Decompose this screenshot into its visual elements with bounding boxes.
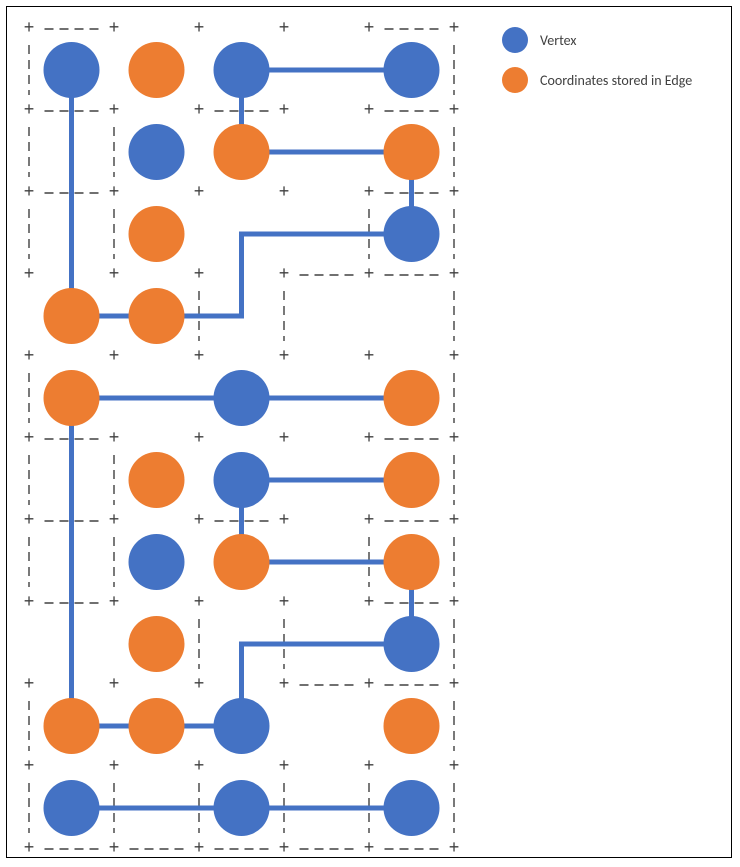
svg-text:+: + bbox=[109, 757, 120, 777]
svg-text:+: + bbox=[194, 101, 205, 121]
svg-text:+: + bbox=[24, 429, 35, 449]
svg-text:+: + bbox=[194, 675, 205, 695]
svg-text:+: + bbox=[109, 839, 120, 859]
vertex-swatch bbox=[502, 27, 528, 53]
svg-text:+: + bbox=[194, 19, 205, 39]
svg-text:+: + bbox=[194, 265, 205, 285]
svg-text:+: + bbox=[194, 183, 205, 203]
svg-text:+: + bbox=[279, 19, 290, 39]
svg-text:+: + bbox=[449, 593, 460, 613]
svg-text:+: + bbox=[449, 19, 460, 39]
svg-text:+: + bbox=[364, 839, 375, 859]
svg-text:+: + bbox=[109, 347, 120, 367]
svg-text:+: + bbox=[24, 265, 35, 285]
graph-diagram: + + + + + + + + + + + + + + + + + + + + + + + + + + + + + + + + + + + + + + + +… bbox=[7, 7, 477, 867]
svg-text:+: + bbox=[279, 183, 290, 203]
svg-text:+: + bbox=[109, 183, 120, 203]
legend-label-vertex: Vertex bbox=[540, 32, 576, 49]
svg-text:+: + bbox=[109, 675, 120, 695]
svg-text:+: + bbox=[364, 511, 375, 531]
svg-text:+: + bbox=[24, 511, 35, 531]
svg-text:+: + bbox=[364, 19, 375, 39]
svg-text:+: + bbox=[109, 19, 120, 39]
svg-text:+: + bbox=[279, 347, 290, 367]
svg-text:+: + bbox=[194, 839, 205, 859]
svg-text:+: + bbox=[194, 757, 205, 777]
svg-text:+: + bbox=[24, 593, 35, 613]
legend: Vertex Coordinates stored in Edge bbox=[502, 27, 692, 107]
svg-text:+: + bbox=[449, 757, 460, 777]
svg-text:+: + bbox=[279, 675, 290, 695]
legend-label-edge: Coordinates stored in Edge bbox=[540, 72, 692, 89]
svg-text:+: + bbox=[24, 757, 35, 777]
svg-text:+: + bbox=[364, 675, 375, 695]
svg-text:+: + bbox=[364, 593, 375, 613]
svg-text:+: + bbox=[279, 265, 290, 285]
svg-text:+: + bbox=[109, 265, 120, 285]
svg-text:+: + bbox=[449, 511, 460, 531]
legend-item-vertex: Vertex bbox=[502, 27, 692, 53]
svg-text:+: + bbox=[109, 593, 120, 613]
svg-text:+: + bbox=[279, 511, 290, 531]
svg-text:+: + bbox=[364, 183, 375, 203]
svg-text:+: + bbox=[109, 429, 120, 449]
svg-text:+: + bbox=[24, 183, 35, 203]
svg-text:+: + bbox=[109, 101, 120, 121]
svg-text:+: + bbox=[364, 265, 375, 285]
svg-text:+: + bbox=[449, 675, 460, 695]
svg-text:+: + bbox=[364, 101, 375, 121]
svg-text:+: + bbox=[449, 429, 460, 449]
svg-text:+: + bbox=[24, 675, 35, 695]
svg-text:+: + bbox=[194, 347, 205, 367]
svg-text:+: + bbox=[449, 347, 460, 367]
svg-text:+: + bbox=[194, 593, 205, 613]
svg-text:+: + bbox=[24, 19, 35, 39]
svg-text:+: + bbox=[449, 839, 460, 859]
svg-text:+: + bbox=[24, 101, 35, 121]
svg-text:+: + bbox=[194, 429, 205, 449]
svg-text:+: + bbox=[279, 101, 290, 121]
svg-text:+: + bbox=[449, 183, 460, 203]
svg-text:+: + bbox=[364, 347, 375, 367]
svg-text:+: + bbox=[449, 265, 460, 285]
legend-item-edge: Coordinates stored in Edge bbox=[502, 67, 692, 93]
svg-text:+: + bbox=[364, 429, 375, 449]
svg-text:+: + bbox=[364, 757, 375, 777]
svg-text:+: + bbox=[279, 757, 290, 777]
svg-text:+: + bbox=[279, 593, 290, 613]
outer-frame: + + + + + + + + + + + + + + + + + + + + + + + + + + + + + + + + + + + + + + + +… bbox=[6, 6, 732, 858]
svg-text:+: + bbox=[109, 511, 120, 531]
svg-text:+: + bbox=[279, 429, 290, 449]
svg-text:+: + bbox=[194, 511, 205, 531]
svg-text:+: + bbox=[279, 839, 290, 859]
svg-text:+: + bbox=[449, 101, 460, 121]
svg-text:+: + bbox=[24, 839, 35, 859]
svg-text:+: + bbox=[24, 347, 35, 367]
edge-swatch bbox=[502, 67, 528, 93]
